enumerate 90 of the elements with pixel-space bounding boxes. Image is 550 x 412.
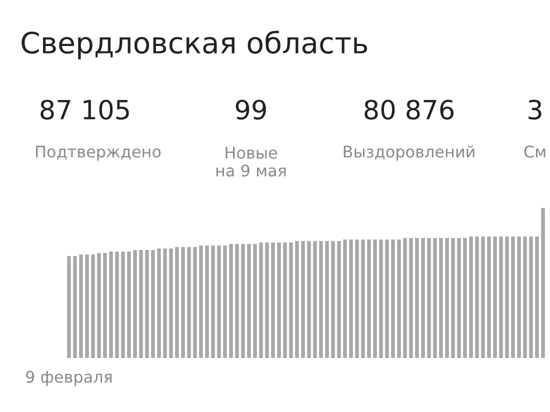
bar <box>175 247 179 358</box>
bar <box>205 246 209 358</box>
bar <box>241 244 245 358</box>
text: 3 <box>528 100 542 120</box>
bar <box>211 246 215 358</box>
bar <box>445 238 449 358</box>
bar <box>163 248 167 358</box>
bar <box>223 246 227 358</box>
bar <box>295 241 299 358</box>
bar <box>169 248 173 358</box>
bar <box>379 240 383 358</box>
bar <box>421 238 425 358</box>
bar <box>277 242 281 358</box>
bar <box>451 238 455 358</box>
text: 87 105 <box>40 100 129 120</box>
bar <box>73 256 77 358</box>
bar <box>505 236 509 358</box>
bar <box>133 250 137 358</box>
bar <box>397 240 401 358</box>
bar <box>361 240 365 358</box>
bar <box>97 253 101 358</box>
bar <box>247 244 251 358</box>
bar <box>265 242 269 358</box>
bar <box>409 238 413 358</box>
bar <box>535 236 539 358</box>
bar <box>391 240 395 358</box>
bar <box>199 246 203 358</box>
bar <box>109 252 113 358</box>
bar <box>481 236 485 358</box>
x-tick-label: 9 февраля <box>26 370 112 386</box>
bar <box>475 236 479 358</box>
bar <box>283 242 287 358</box>
text: 99 <box>236 100 266 120</box>
bar <box>373 240 377 358</box>
bar <box>79 254 83 358</box>
bar <box>427 238 431 358</box>
bar <box>433 238 437 358</box>
bar <box>319 241 323 358</box>
bar <box>517 236 521 358</box>
bar <box>385 240 389 358</box>
bar <box>271 242 275 358</box>
bar <box>289 242 293 358</box>
bar <box>301 241 305 358</box>
bar <box>325 241 329 358</box>
text: См <box>524 146 546 158</box>
bar <box>511 236 515 358</box>
bar <box>103 253 107 358</box>
bar <box>67 256 71 358</box>
bar <box>343 240 347 358</box>
bar <box>415 238 419 358</box>
bar <box>253 244 257 358</box>
bar <box>187 247 191 358</box>
text: 80 876 <box>364 100 454 120</box>
bar <box>85 254 89 358</box>
bar <box>439 238 443 358</box>
bar <box>307 241 311 358</box>
bar <box>127 252 131 358</box>
bar <box>355 240 359 358</box>
bar <box>403 238 407 358</box>
bar <box>193 247 197 358</box>
bar <box>499 236 503 358</box>
bar <box>529 236 533 358</box>
bar <box>337 241 341 358</box>
bar <box>181 247 185 358</box>
bar <box>469 236 473 358</box>
bar <box>523 236 527 358</box>
bar <box>91 254 95 358</box>
bar <box>217 246 221 358</box>
bar <box>115 252 119 358</box>
text: Новые на 9 мая <box>216 146 286 177</box>
bar <box>493 236 497 358</box>
bar <box>367 240 371 358</box>
bar <box>541 208 545 358</box>
text: Выздоровлений <box>344 145 474 161</box>
bar <box>463 238 467 358</box>
bar <box>121 252 125 358</box>
bar <box>139 250 143 358</box>
bar <box>349 240 353 358</box>
bar <box>157 248 161 358</box>
text: Подтверждено <box>36 146 161 161</box>
chart-title: Свердловская область <box>22 30 368 60</box>
bar <box>235 244 239 358</box>
bar <box>457 238 461 358</box>
bar <box>487 236 491 358</box>
bar <box>145 250 149 358</box>
bar <box>151 250 155 358</box>
bar <box>331 241 335 358</box>
bar <box>313 241 317 358</box>
bar <box>259 242 263 358</box>
bar <box>229 244 233 358</box>
